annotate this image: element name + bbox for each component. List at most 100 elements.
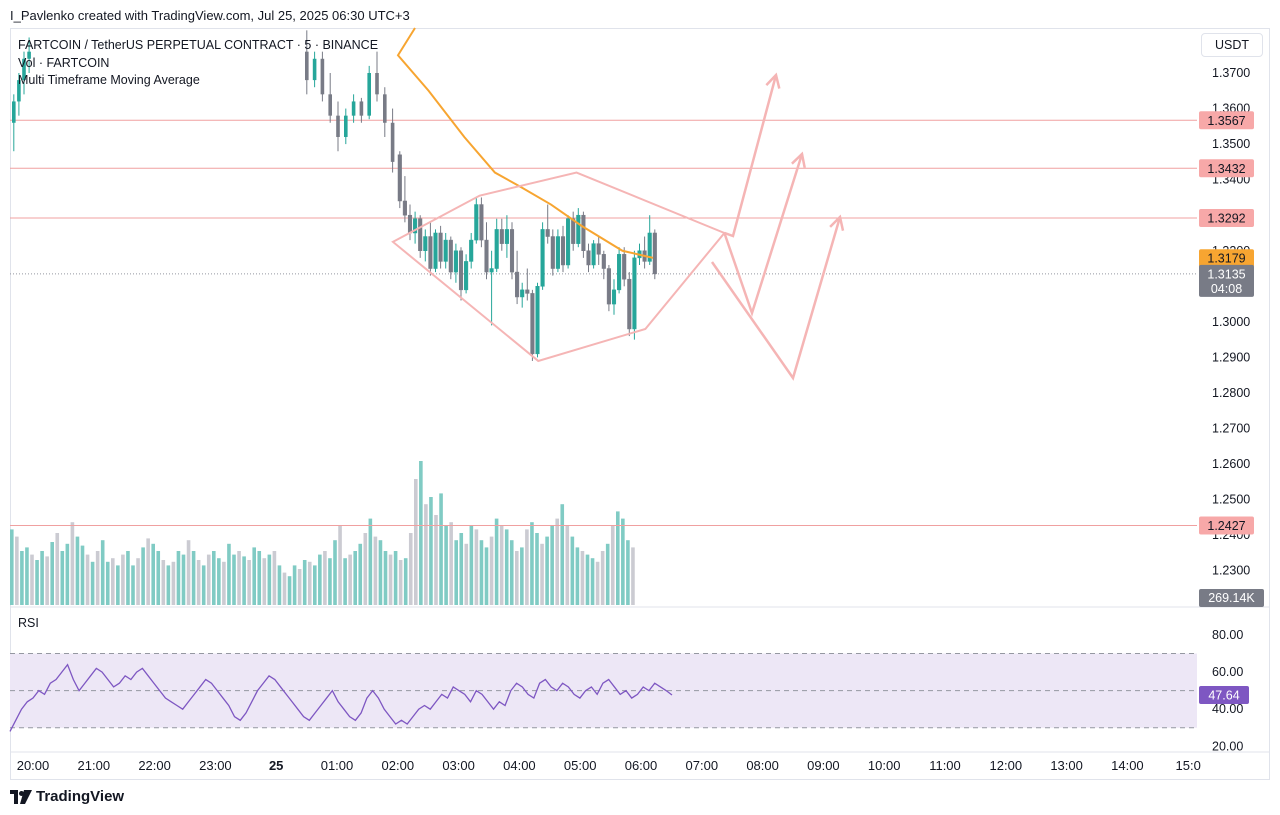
volume-bar [80,545,85,605]
time-tick-label: 04:00 [503,758,536,773]
candle-body [397,154,402,202]
candle-body [27,51,31,59]
candle-body [443,239,448,262]
price-tick-label: 1.3700 [1212,66,1250,80]
candle-body [351,101,356,116]
time-tick-label: 21:00 [78,758,111,773]
candle-body [413,218,418,234]
rsi-line [9,663,673,732]
volume-bar [575,547,580,605]
candle-body [555,236,560,269]
candle-body [438,232,443,262]
volume-bar [388,554,393,605]
rsi-pane: 80.00 60.00 40.00 20.00 47.64 [9,628,1249,753]
volume-bar [333,540,337,605]
rsi-value-tag [1199,686,1249,705]
volume-bar [585,554,590,605]
volume-bar [206,554,211,605]
volume-bar [222,561,226,605]
volume-bar [318,554,322,605]
level-price-tag [1199,111,1254,130]
candle-body [601,254,606,269]
candle-body [418,218,423,252]
volume-bar [267,554,272,605]
volume-bar [131,565,135,605]
candle-body [581,214,586,251]
volume-bar [383,551,388,605]
volume-bar [282,572,287,605]
price-tick-label: 1.2300 [1212,564,1250,578]
time-tick-label: 20:00 [17,758,50,773]
volume-bar [237,551,241,605]
rsi-value-label: 47.64 [1208,689,1239,703]
volume-bar [196,560,201,605]
rsi-tick-label: 60.00 [1212,665,1243,679]
volume-bar [540,543,544,605]
time-tick-label: 06:00 [625,758,658,773]
volume-bar [111,558,115,605]
legend-indicator[interactable]: Multi Timeframe Moving Average [18,73,200,87]
volume-bar [595,561,600,605]
arrow-head [791,151,806,168]
volume-bar [393,551,398,605]
volume-bar [151,543,155,605]
tradingview-logo[interactable]: TradingView [10,788,124,805]
volume-bar [287,576,292,605]
last-price-tag [1199,264,1254,297]
time-axis: 20:00 21:00 22:00 23:00 25 01:00 02:00 03:00 04:… [17,758,1201,773]
volume-bar [504,529,509,605]
volume-bar [227,543,231,605]
candle-body [402,200,407,216]
currency-button[interactable]: USDT [1201,33,1263,57]
candle-body [469,239,474,262]
volume-bar [161,560,166,605]
volume-bar [277,565,282,605]
volume-bar [313,565,317,605]
level-price-tag [1199,516,1254,535]
candle-body [611,289,617,305]
volume-bar [535,533,539,605]
volume-bar [464,543,469,605]
tradingview-icon [10,789,32,804]
level-price-label: 1.3567 [1207,114,1245,128]
volume-bar [45,556,49,605]
candle-body [367,73,371,116]
rsi-label[interactable]: RSI [18,616,39,630]
candle-body [606,268,611,305]
volume-bar [343,558,347,605]
volume-bar [20,551,24,605]
candle-body [525,289,530,294]
countdown-label: 04:08 [1211,282,1242,296]
volume-bar [121,554,125,605]
volume-bar [201,565,206,605]
volume-bar [454,540,458,605]
time-tick-label: 09:00 [807,758,840,773]
price-tick-label: 1.2800 [1212,386,1250,400]
volume-bar [560,504,565,605]
volume-bar [358,543,363,605]
chart-frame [10,28,1270,780]
volume-bar [626,540,630,605]
legend-symbol[interactable]: FARTCOIN / TetherUS PERPETUAL CONTRACT ·… [18,38,379,52]
time-tick-label: 23:00 [199,758,232,773]
volume-bar [373,536,378,605]
volume-bar [348,554,352,605]
volume-bar [75,536,80,605]
time-tick-label: 02:00 [382,758,415,773]
volume-bar [590,558,595,605]
time-tick-label: 07:00 [686,758,719,773]
candle-body [312,58,317,81]
volume-bar [580,551,585,605]
candle-body [515,271,520,298]
volume-bar [494,518,499,605]
candle-body [535,286,540,355]
volume-bar [217,558,221,605]
volume-bar [247,560,251,605]
volume-bar [414,479,418,605]
legend-volume[interactable]: Vol · FARTCOIN [18,55,110,70]
price-tick-label: 1.2700 [1212,422,1250,436]
last-price-label: 1.3135 [1207,267,1245,281]
candle-body [545,229,550,237]
candle-body [494,229,499,269]
